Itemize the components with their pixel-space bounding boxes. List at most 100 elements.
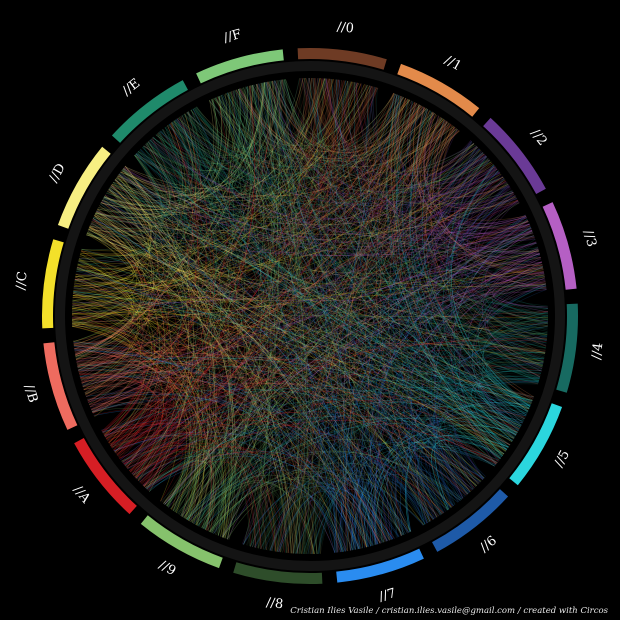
chord-ribbon	[78, 369, 143, 433]
segment-label: //5	[552, 448, 573, 470]
chord-ribbon	[395, 95, 549, 320]
chord-ribbon	[439, 368, 543, 505]
chord-ribbon	[423, 112, 519, 209]
chord-ribbon	[330, 78, 548, 338]
chord-ribbon	[80, 250, 170, 476]
chord-ribbon	[446, 156, 530, 409]
chord-ribbon	[162, 80, 274, 162]
chord-ribbon	[150, 138, 549, 319]
chord-ribbon	[73, 292, 391, 541]
chord-ribbon	[275, 378, 540, 552]
chord-ribbon	[455, 195, 517, 436]
segment-label: //6	[477, 533, 500, 555]
chord-ribbon	[72, 93, 394, 309]
chord-ribbon	[75, 273, 200, 520]
chord-ribbon	[71, 77, 312, 320]
chord-ribbon	[374, 247, 539, 545]
chord-ribbon	[117, 175, 517, 235]
chord-ribbon	[75, 79, 286, 358]
chord-ribbon	[265, 82, 540, 381]
chord-ribbon	[80, 174, 152, 255]
chord-ribbon	[197, 423, 509, 526]
chord-ribbon	[105, 81, 354, 439]
chord-ribbon	[353, 82, 534, 400]
chord-ribbon	[139, 176, 504, 483]
chord-ribbon	[444, 141, 543, 367]
chord-ribbon	[72, 98, 219, 327]
chord-ribbon	[74, 163, 494, 284]
chord-ribbon	[129, 364, 542, 473]
chord-ribbon	[452, 149, 548, 325]
chord-ribbon	[477, 266, 543, 407]
chord-ribbon	[125, 338, 547, 468]
chord-ribbon	[250, 85, 391, 541]
chord-ribbon	[82, 342, 546, 387]
chord-ribbon	[306, 77, 548, 331]
chord-ribbon	[442, 170, 508, 450]
chord-ribbon	[83, 162, 493, 391]
chord-ribbon	[123, 443, 336, 553]
chord-ribbon	[109, 396, 511, 446]
chord-ribbon	[91, 150, 482, 412]
chord-ribbon	[174, 158, 489, 512]
chord-ribbon	[93, 115, 194, 222]
chord-ribbon	[72, 266, 543, 301]
chord-ribbon	[115, 177, 548, 325]
chord-ribbon	[466, 172, 546, 285]
chord-ribbon	[99, 205, 294, 554]
chord-ribbon	[73, 340, 199, 521]
chord-ribbon	[137, 151, 267, 550]
chord-ribbon	[100, 201, 276, 552]
chord-ribbon	[76, 151, 164, 272]
chord-ribbon	[123, 102, 415, 198]
chord-ribbon	[135, 452, 336, 553]
chord-ribbon	[72, 310, 160, 469]
chord-ribbon	[75, 126, 187, 359]
chord-ribbon	[85, 392, 385, 543]
chord-ribbon	[71, 312, 452, 508]
chord-ribbon	[252, 174, 502, 547]
chord-ribbon	[193, 107, 537, 249]
chord-ribbon	[115, 179, 299, 554]
chord-ribbon	[181, 115, 283, 553]
chord-ribbon	[91, 82, 263, 412]
chord-ribbon	[121, 380, 534, 462]
chord-ribbon	[120, 78, 304, 190]
chord-ribbon	[431, 215, 527, 500]
chord-ribbon	[201, 82, 273, 529]
chord-ribbon	[104, 421, 377, 545]
chord-ribbon	[85, 394, 265, 550]
chord-ribbon	[410, 184, 509, 519]
chord-ribbon	[74, 87, 379, 350]
chord-ribbon	[75, 351, 511, 446]
chord-ribbon	[77, 355, 525, 420]
chord-ribbon	[97, 92, 231, 215]
chord-ribbon	[296, 252, 540, 554]
chord-ribbon	[72, 303, 216, 533]
chord-ribbon	[471, 200, 544, 361]
chord-ribbon	[107, 130, 460, 220]
chord-ribbon	[152, 95, 400, 178]
chord-ribbon	[88, 228, 293, 554]
chord-ribbon	[214, 97, 540, 257]
chord-ribbon	[143, 221, 529, 487]
chord-ribbon	[72, 79, 339, 298]
chord-ribbon	[76, 364, 267, 551]
chord-ribbon	[195, 482, 316, 555]
segment-arc	[483, 117, 546, 194]
chord-ribbon	[196, 451, 463, 526]
chord-ribbon	[312, 77, 516, 437]
chord-ribbon	[167, 125, 487, 200]
chord-ribbon	[109, 187, 190, 492]
chord-ribbon	[119, 423, 454, 507]
chord-ribbon	[74, 278, 158, 459]
chord-ribbon	[120, 171, 438, 518]
chord-ribbon	[274, 80, 434, 157]
chord-ribbon	[79, 86, 374, 375]
chord-ribbon	[317, 493, 385, 554]
chord-ribbon	[121, 443, 299, 554]
chord-ribbon	[293, 105, 422, 554]
chord-ribbon	[110, 185, 216, 526]
chord-ribbon	[301, 78, 546, 284]
chord-ribbon	[304, 78, 549, 317]
